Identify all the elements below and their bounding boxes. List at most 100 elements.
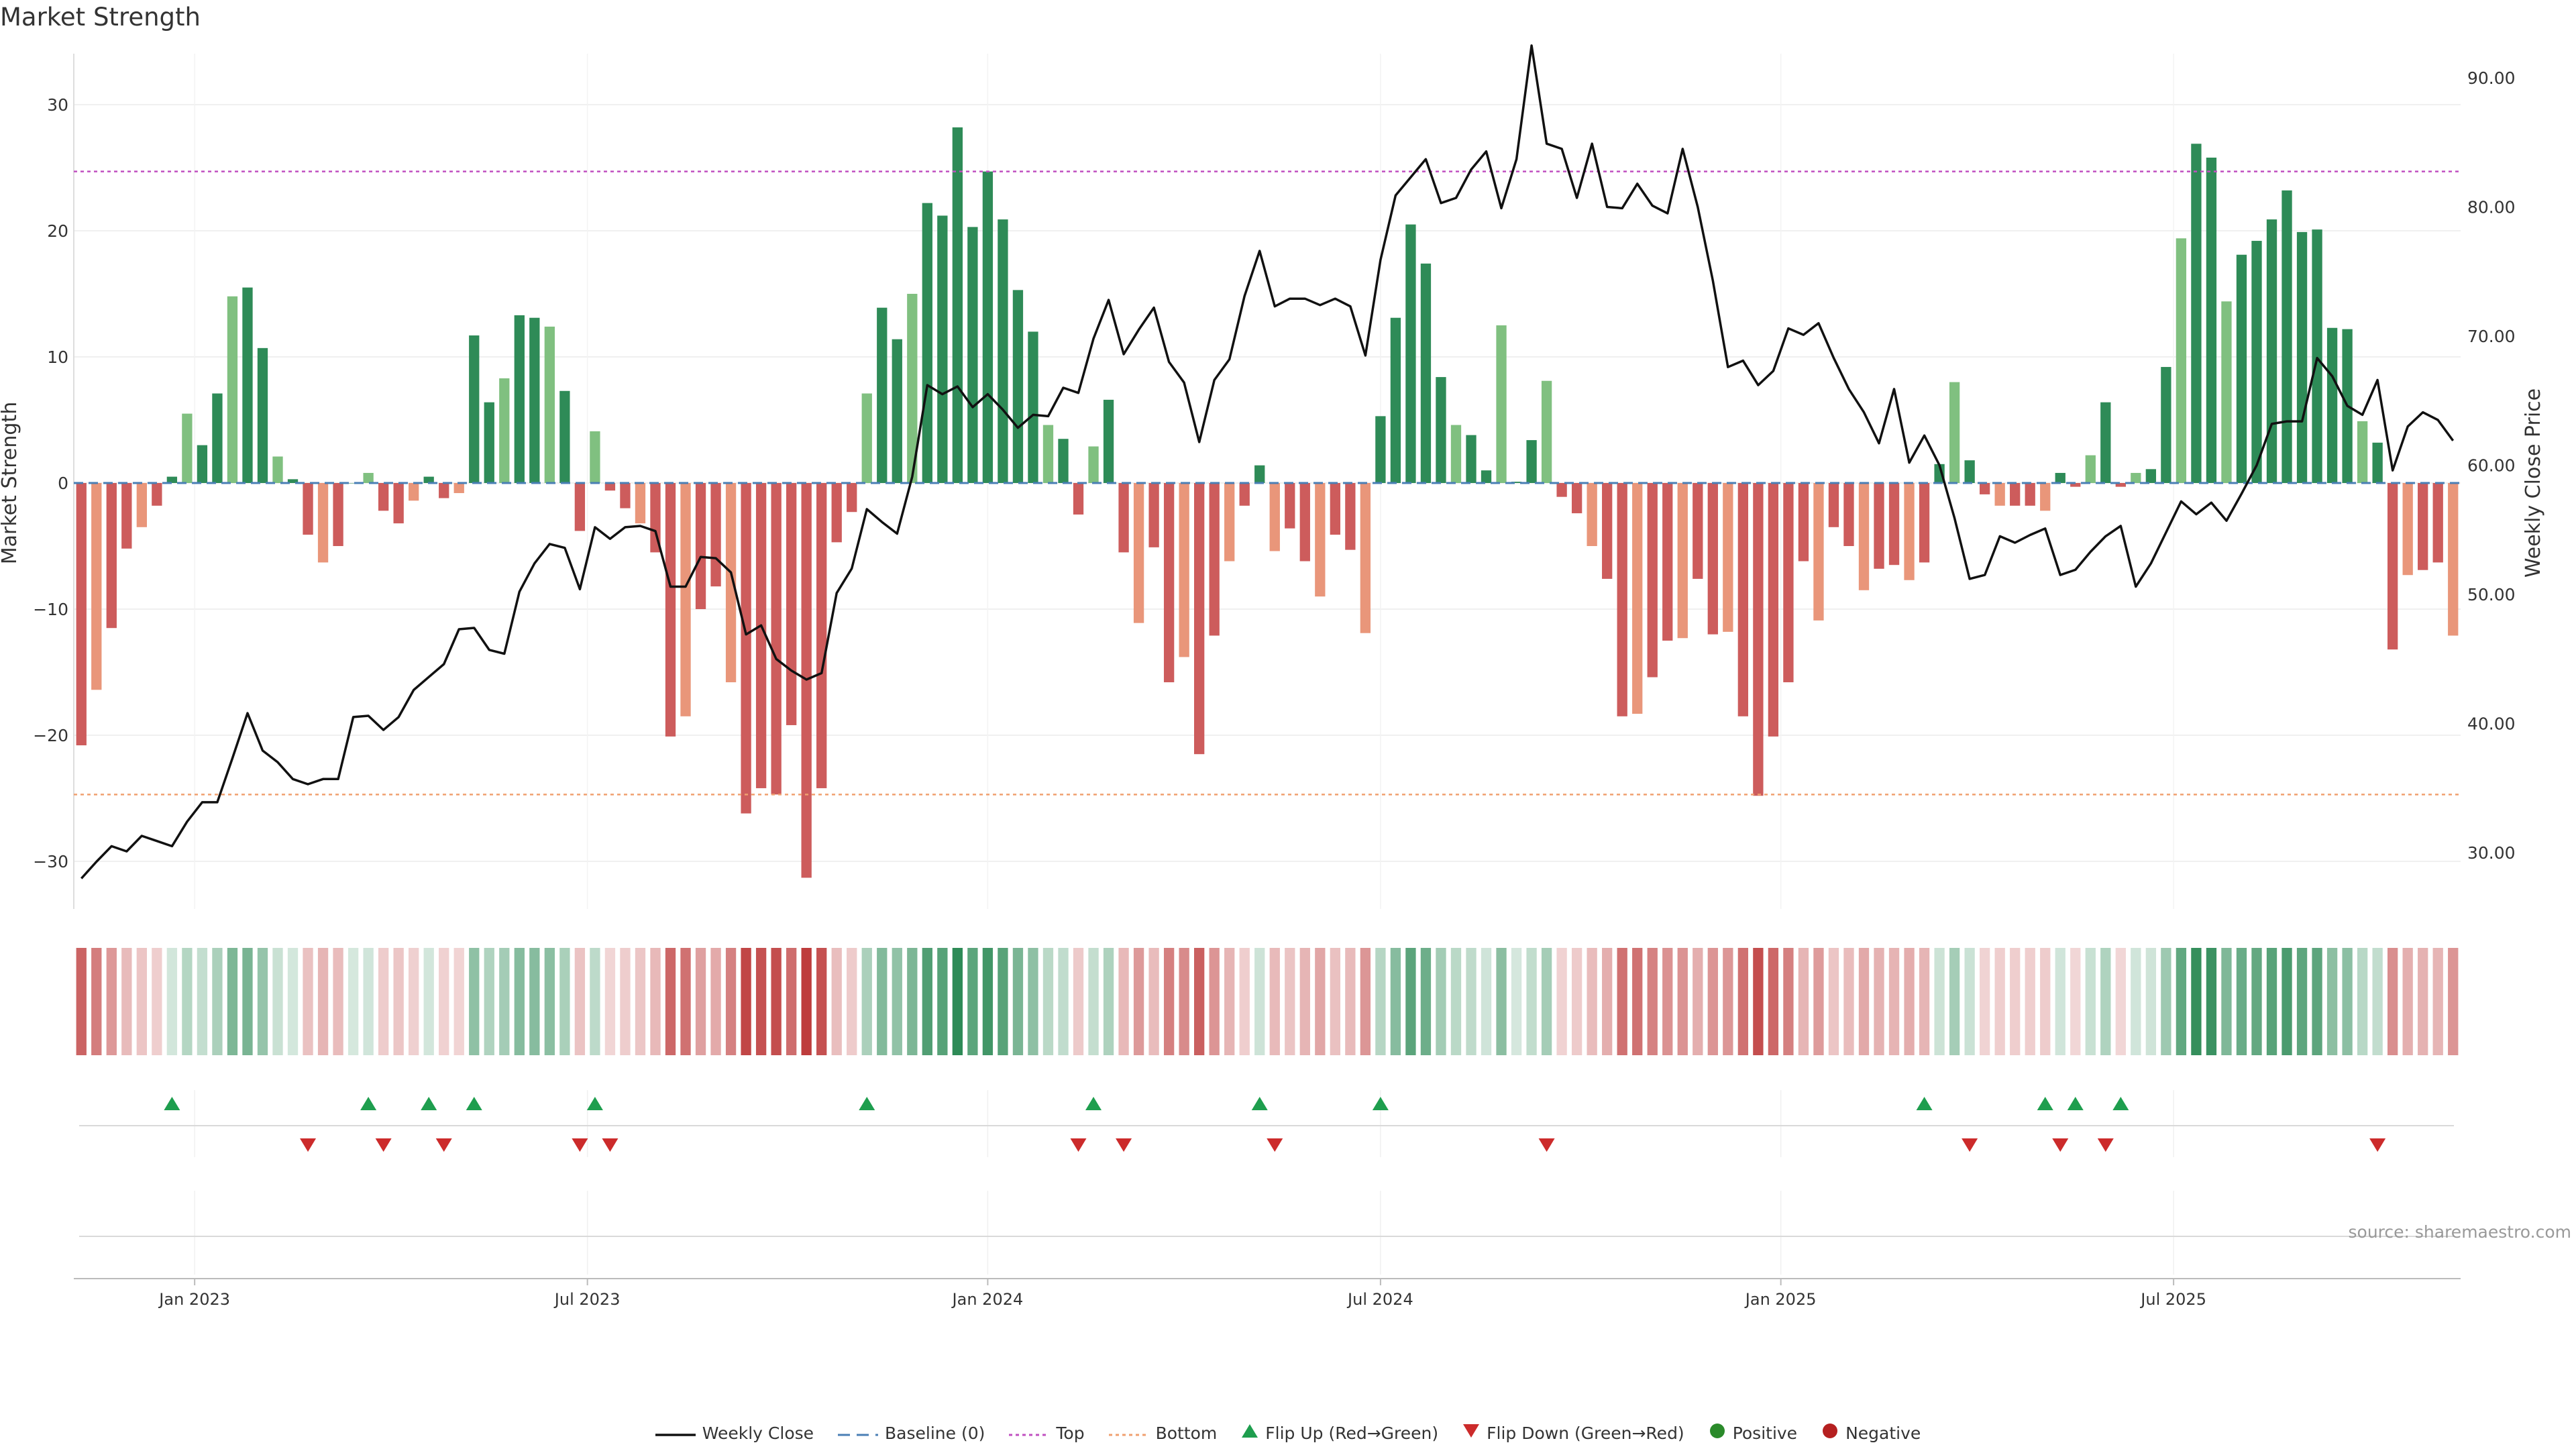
heat-cell xyxy=(892,948,902,1055)
strength-bar xyxy=(635,483,646,524)
strength-bar xyxy=(755,483,767,788)
x-tick-label: Jul 2025 xyxy=(2139,1290,2206,1309)
strength-bar xyxy=(2282,190,2292,483)
strength-bar xyxy=(1617,483,1627,716)
strength-bar xyxy=(2221,301,2232,483)
heat-cell xyxy=(741,948,751,1055)
strength-bar xyxy=(1360,483,1371,633)
heat-cell xyxy=(2432,948,2443,1055)
heat-cell xyxy=(1693,948,1703,1055)
strength-bar xyxy=(1042,425,1054,483)
strength-bar xyxy=(2236,254,2247,483)
heat-cell xyxy=(1874,948,1884,1055)
heat-cell xyxy=(1148,948,1159,1055)
strength-bar xyxy=(1994,483,2005,506)
strength-bar xyxy=(907,294,918,483)
heat-cell xyxy=(907,948,918,1055)
heat-cell xyxy=(1828,948,1839,1055)
strength-bar xyxy=(574,483,586,531)
legend-item: Baseline (0) xyxy=(838,1422,985,1444)
strength-bar xyxy=(2145,469,2157,483)
strength-bar xyxy=(967,227,978,483)
strength-bar xyxy=(998,219,1008,483)
x-tick-label: Jan 2024 xyxy=(951,1290,1024,1309)
legend-label: Negative xyxy=(1845,1423,1921,1443)
strength-bar xyxy=(1012,290,1024,483)
strength-bar xyxy=(1647,483,1658,678)
flip-up-marker xyxy=(421,1097,437,1110)
strength-bar xyxy=(1541,380,1552,483)
source-credit: source: sharemaestro.com xyxy=(2348,1222,2572,1242)
strength-bar xyxy=(2326,327,2338,483)
heat-cell xyxy=(1617,948,1627,1055)
strength-bar xyxy=(861,393,872,483)
strength-bar xyxy=(650,483,661,553)
strength-bar xyxy=(378,483,389,511)
strength-bar xyxy=(1163,483,1175,683)
strength-bar xyxy=(590,431,600,483)
strength-bar xyxy=(1587,483,1597,546)
y-tick-label: 0 xyxy=(58,474,68,493)
heat-cell xyxy=(1511,948,1522,1055)
heat-cell xyxy=(1194,948,1205,1055)
heat-cell xyxy=(847,948,857,1055)
strength-bar xyxy=(1481,470,1492,483)
strength-bar xyxy=(152,483,162,506)
strength-bar xyxy=(2115,483,2126,487)
heat-cell xyxy=(2100,948,2111,1055)
strength-bar xyxy=(1768,483,1779,737)
strength-bar xyxy=(1194,483,1205,755)
legend-item: Bottom xyxy=(1108,1422,1217,1444)
heat-cell xyxy=(1571,948,1582,1055)
heat-cell xyxy=(2115,948,2126,1055)
heat-cell xyxy=(1299,948,1310,1055)
heat-cell xyxy=(2191,948,2202,1055)
x-tick-label: Jul 2023 xyxy=(553,1290,621,1309)
strength-bar xyxy=(1677,483,1688,639)
heat-cell xyxy=(1783,948,1794,1055)
y2-tick-label: 30.00 xyxy=(2467,843,2516,863)
strength-bar xyxy=(1919,483,1930,563)
heat-cell xyxy=(1707,948,1718,1055)
strength-bar xyxy=(2372,442,2383,483)
strength-bar xyxy=(409,483,419,501)
legend-label: Baseline (0) xyxy=(885,1423,985,1443)
y-tick-label: 10 xyxy=(47,347,68,367)
heat-cell xyxy=(786,948,797,1055)
heat-cell xyxy=(303,948,313,1055)
weekly-close-line xyxy=(80,44,2455,879)
legend-swatch-icon xyxy=(655,1424,696,1443)
y-tick-label: 20 xyxy=(47,221,68,241)
strength-bar xyxy=(695,483,706,609)
flip-up-marker xyxy=(1372,1097,1389,1110)
flip-down-marker xyxy=(435,1138,452,1152)
heat-cell xyxy=(1103,948,1114,1055)
heat-cell xyxy=(469,948,480,1055)
strength-bar xyxy=(1737,483,1749,716)
heat-cell xyxy=(333,948,343,1055)
heat-cell xyxy=(1058,948,1069,1055)
y-tick-label: −10 xyxy=(33,600,68,619)
x-tick-label: Jan 2025 xyxy=(1744,1290,1817,1309)
flip-down-marker xyxy=(2369,1138,2386,1152)
heat-cell xyxy=(574,948,586,1055)
strength-bar xyxy=(453,483,464,494)
flip-up-marker xyxy=(859,1097,875,1110)
heat-cell xyxy=(952,948,963,1055)
strength-bar xyxy=(2357,421,2368,483)
heat-cell xyxy=(1012,948,1024,1055)
heat-cell xyxy=(2161,948,2171,1055)
heat-cell xyxy=(242,948,253,1055)
heat-cell xyxy=(982,948,994,1055)
heat-cell xyxy=(1315,948,1326,1055)
legend-swatch-icon xyxy=(1241,1423,1258,1443)
heat-cell xyxy=(529,948,540,1055)
strength-bar xyxy=(1269,483,1280,551)
strength-bar xyxy=(1466,435,1477,483)
heat-cell xyxy=(1723,948,1733,1055)
strength-bar xyxy=(2448,483,2459,636)
heat-cell xyxy=(423,948,434,1055)
heat-cell xyxy=(2342,948,2353,1055)
y2-tick-label: 60.00 xyxy=(2467,456,2516,476)
strength-bar xyxy=(604,483,616,491)
